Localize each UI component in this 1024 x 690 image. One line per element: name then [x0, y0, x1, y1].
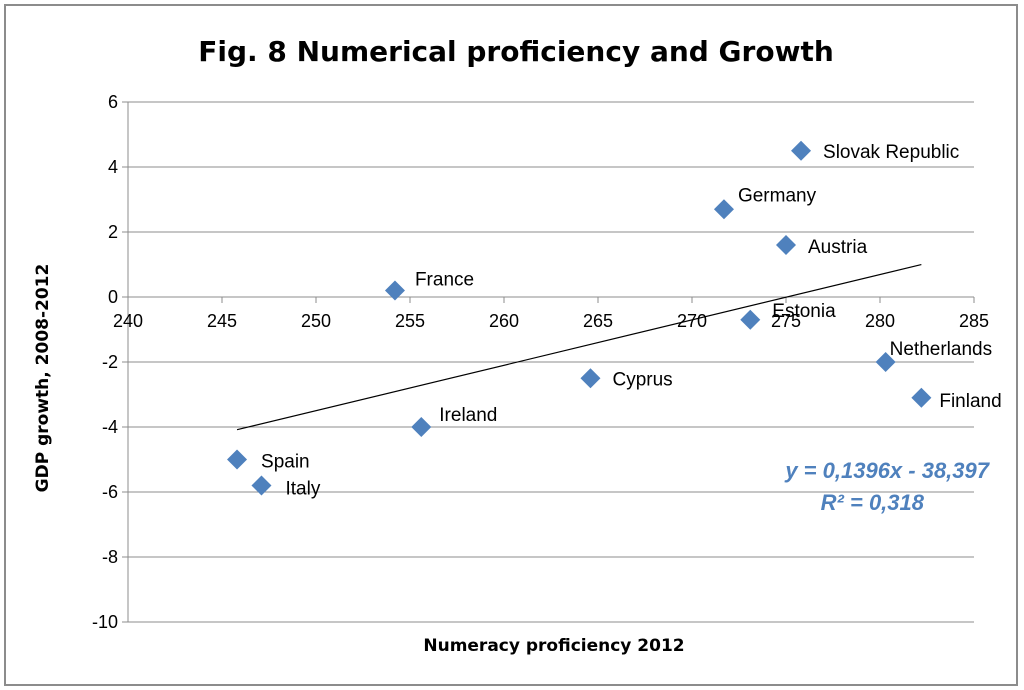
label-slovak-republic: Slovak Republic — [823, 142, 959, 163]
scatter-chart: Fig. 8 Numerical proficiency and Growth … — [33, 35, 1002, 656]
label-austria: Austria — [808, 237, 868, 258]
x-tick-label: 285 — [959, 311, 989, 331]
chart-title: Fig. 8 Numerical proficiency and Growth — [198, 35, 834, 68]
x-axis-title: Numeracy proficiency 2012 — [423, 636, 684, 656]
x-tick-label: 250 — [301, 311, 331, 331]
label-estonia: Estonia — [772, 301, 836, 322]
x-tick-label: 255 — [395, 311, 425, 331]
x-tick-label: 265 — [583, 311, 613, 331]
point-netherlands — [875, 352, 896, 372]
y-tick-label: -6 — [102, 482, 118, 502]
label-netherlands: Netherlands — [890, 339, 992, 360]
point-finland — [911, 387, 932, 408]
point-labels: Slovak Republic Germany Austria France Eston… — [261, 142, 1002, 500]
trend-r-squared: R² = 0,318 — [821, 490, 925, 515]
x-tick-label: 270 — [677, 311, 707, 331]
trendline — [236, 263, 922, 431]
label-ireland: Ireland — [439, 405, 497, 426]
y-tick-label: 0 — [108, 287, 118, 307]
y-tick-label: -2 — [102, 352, 118, 372]
point-ireland — [411, 417, 432, 437]
y-tick-label: -10 — [92, 612, 118, 632]
x-tick-label: 260 — [489, 311, 519, 331]
x-tick-label: 240 — [113, 311, 143, 331]
label-finland: Finland — [939, 391, 1001, 412]
label-cyprus: Cyprus — [612, 369, 672, 390]
label-germany: Germany — [738, 185, 817, 206]
point-france — [384, 280, 405, 301]
label-spain: Spain — [261, 452, 310, 473]
chart-frame: Fig. 8 Numerical proficiency and Growth … — [4, 4, 1018, 686]
y-tick-label: 4 — [108, 157, 118, 177]
y-tick-label: 6 — [108, 92, 118, 112]
x-tick-label: 280 — [865, 311, 895, 331]
point-cyprus — [580, 368, 601, 389]
label-france: France — [415, 270, 474, 291]
y-tick-label: -4 — [102, 417, 118, 437]
data-points — [227, 140, 932, 496]
x-tick-label: 275 — [771, 311, 801, 331]
point-germany — [713, 199, 734, 220]
y-axis-title: GDP growth, 2008-2012 — [33, 264, 53, 493]
point-austria — [776, 235, 796, 255]
trend-equation: y = 0,1396x - 38,397 — [784, 458, 990, 483]
point-italy — [251, 475, 272, 496]
trendline-group — [236, 263, 922, 431]
point-spain — [227, 449, 248, 470]
label-italy: Italy — [285, 479, 320, 500]
y-tick-label: 2 — [108, 222, 118, 242]
axes: -10 -8 -6 -4 -2 0 2 4 6 240 245 250 255 260 265 270 275 2… — [92, 92, 989, 632]
point-slovak-republic — [791, 140, 812, 161]
point-estonia — [740, 309, 761, 330]
x-tick-label: 245 — [207, 311, 237, 331]
gridlines — [128, 101, 974, 623]
y-tick-label: -8 — [102, 547, 118, 567]
